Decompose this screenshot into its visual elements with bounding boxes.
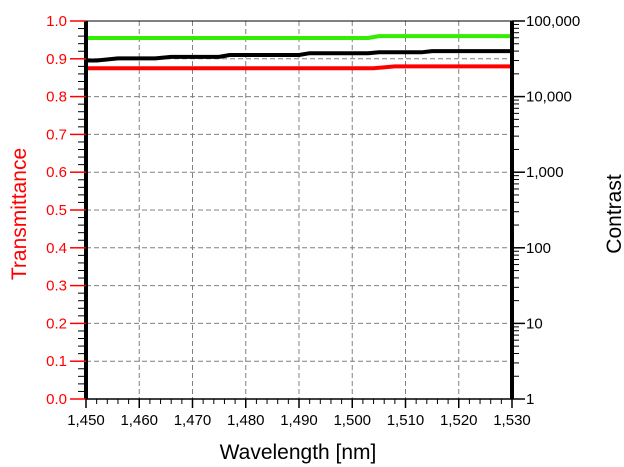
left-tick-label: 0.9: [46, 51, 67, 68]
data-series: [86, 34, 512, 71]
series-line: [86, 34, 512, 40]
right-tick-label: 10,000: [526, 89, 572, 106]
right-tick-label: 1: [526, 391, 534, 408]
right-tick-label: 100: [526, 240, 551, 257]
axes: [70, 20, 525, 408]
x-tick-label: 1,460: [120, 412, 158, 429]
left-tick-label: 0.2: [46, 315, 67, 332]
right-tick-label: 100,000: [526, 13, 580, 30]
x-tick-label: 1,480: [227, 412, 265, 429]
left-tick-label: 0.6: [46, 164, 67, 181]
right-tick-label: 1,000: [526, 164, 564, 181]
left-tick-label: 0.5: [46, 202, 67, 219]
series-line: [86, 64, 512, 71]
left-axis-title: Transmittance: [8, 148, 31, 280]
x-axis-title: Wavelength [nm]: [220, 441, 377, 464]
x-tick-label: 1,500: [333, 412, 371, 429]
x-tick-label: 1,520: [440, 412, 478, 429]
x-tick-label: 1,510: [387, 412, 425, 429]
gridlines: [86, 21, 512, 399]
x-tick-label: 1,530: [493, 412, 531, 429]
left-tick-label: 0.8: [46, 89, 67, 106]
x-tick-label: 1,450: [67, 412, 105, 429]
left-tick-label: 0.7: [46, 126, 67, 143]
left-tick-label: 0.0: [46, 391, 67, 408]
tick-labels: 0.0 0.1 0.2 0.3 0.4 0.5 0.6 0.7 0.8 0.9 1.0 1 10 100 1…: [46, 13, 580, 429]
right-axis-title: Contrast: [603, 174, 624, 254]
left-tick-label: 0.3: [46, 278, 67, 295]
left-tick-label: 0.4: [46, 240, 67, 257]
left-tick-label: 1.0: [46, 13, 67, 30]
x-tick-label: 1,470: [174, 412, 212, 429]
series-line: [86, 49, 512, 63]
left-tick-label: 0.1: [46, 353, 67, 370]
right-tick-label: 10: [526, 315, 543, 332]
x-tick-label: 1,490: [280, 412, 318, 429]
